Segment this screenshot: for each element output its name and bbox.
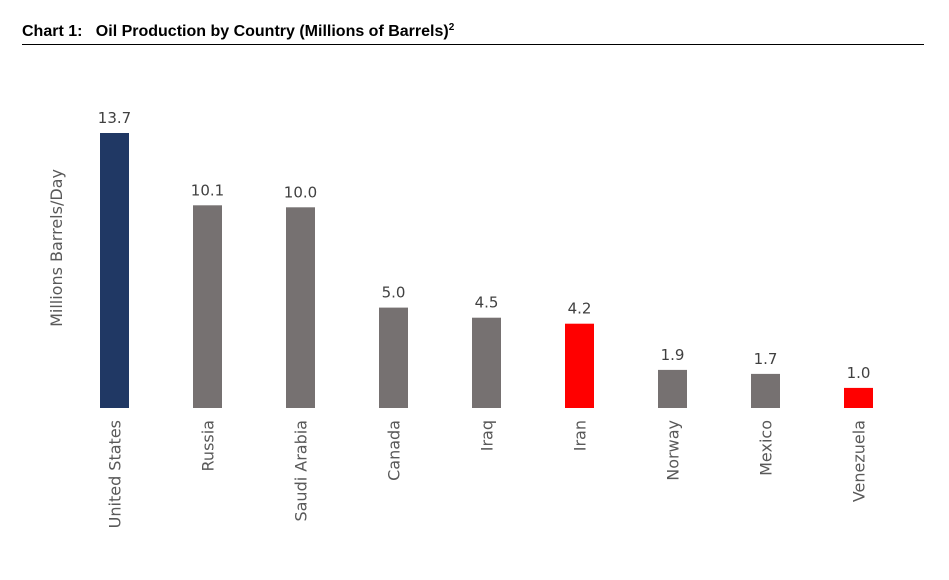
data-label-russia: 10.1 [191, 181, 224, 199]
data-label-venezuela: 1.0 [847, 364, 871, 382]
data-label-united-states: 13.7 [98, 109, 131, 127]
x-tick-label-venezuela: Venezuela [850, 420, 869, 502]
x-tick-label-russia: Russia [199, 420, 218, 471]
x-tick-label-united-states: United States [106, 420, 125, 528]
data-label-norway: 1.9 [661, 346, 685, 364]
data-label-canada: 5.0 [382, 284, 406, 302]
x-tick-label-iran: Iran [571, 420, 590, 451]
bar-venezuela [844, 387, 873, 408]
chart-title: Oil Production by Country (Millions of B… [95, 23, 449, 40]
data-label-iran: 4.2 [568, 300, 592, 318]
bar-saudi-arabia [286, 207, 315, 408]
data-label-saudi-arabia: 10.0 [284, 183, 317, 201]
bar-iran [565, 323, 594, 408]
bar-norway [658, 369, 687, 408]
bar-united-states [100, 133, 129, 408]
x-tick-label-iraq: Iraq [478, 420, 497, 451]
bars-layer: 13.7 United States 10.1 Russia 10.0 Saudi Ara… [98, 109, 873, 528]
x-tick-label-saudi-arabia: Saudi Arabia [292, 420, 311, 522]
y-axis-title: Millions Barrels/Day [47, 169, 66, 327]
footnote-marker: 2 [448, 22, 455, 33]
chart-number: Chart 1: [22, 23, 83, 40]
x-tick-label-norway: Norway [664, 420, 683, 481]
data-label-mexico: 1.7 [754, 350, 778, 368]
bar-russia [193, 205, 222, 408]
bar-mexico [751, 373, 780, 408]
bar-iraq [472, 317, 501, 408]
bar-canada [379, 307, 408, 408]
x-tick-label-canada: Canada [385, 420, 404, 481]
x-tick-label-mexico: Mexico [757, 420, 776, 476]
data-label-iraq: 4.5 [475, 294, 499, 312]
chart-header: Chart 1: Oil Production by Country (Mill… [22, 22, 924, 45]
